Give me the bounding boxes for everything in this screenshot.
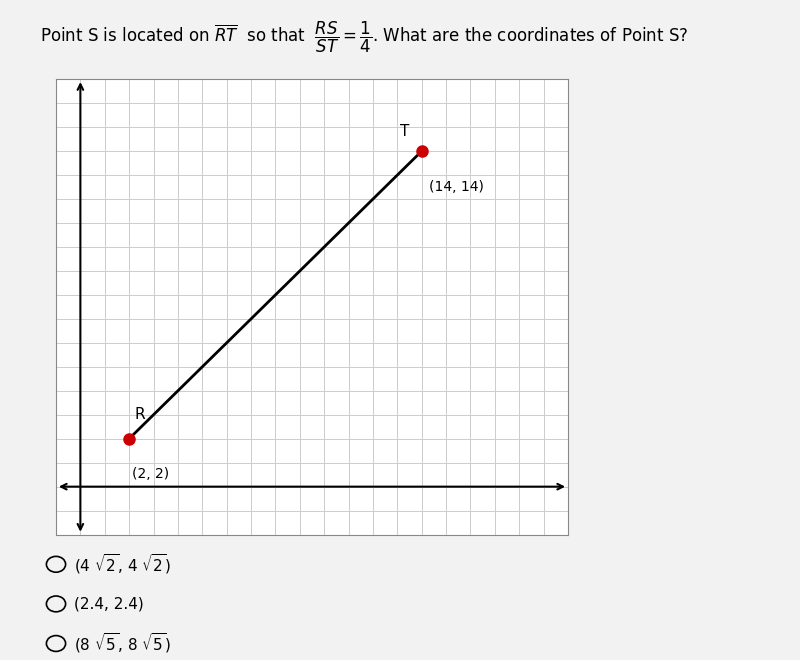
- Text: (14, 14): (14, 14): [429, 180, 484, 194]
- Text: Point S is located on $\overline{RT}$  so that  $\dfrac{RS}{ST} = \dfrac{1}{4}$.: Point S is located on $\overline{RT}$ so…: [40, 20, 689, 55]
- Text: T: T: [400, 124, 410, 139]
- Text: (8 $\sqrt{5}$, 8 $\sqrt{5}$): (8 $\sqrt{5}$, 8 $\sqrt{5}$): [74, 632, 170, 655]
- Text: R: R: [134, 407, 145, 422]
- Text: (4 $\sqrt{2}$, 4 $\sqrt{2}$): (4 $\sqrt{2}$, 4 $\sqrt{2}$): [74, 552, 170, 576]
- Text: (2.4, 2.4): (2.4, 2.4): [74, 597, 143, 611]
- Text: (2, 2): (2, 2): [131, 467, 169, 482]
